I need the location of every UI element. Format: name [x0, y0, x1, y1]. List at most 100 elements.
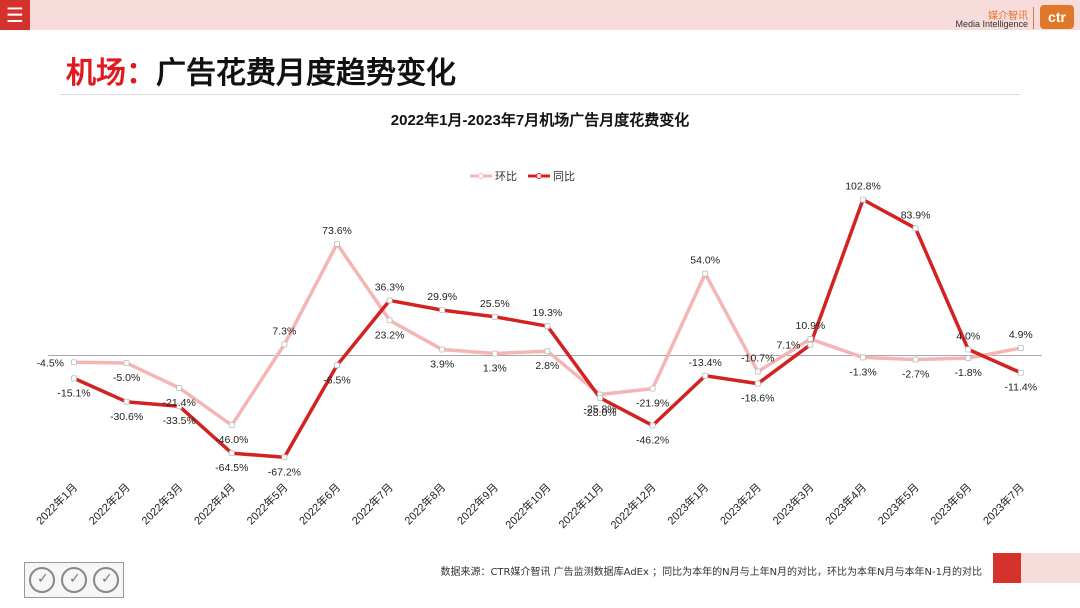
x-tick-label: 2023年6月: [927, 480, 974, 527]
x-tick-label: 2023年2月: [717, 480, 764, 527]
data-label-mom: 1.3%: [483, 362, 507, 374]
data-point-mom: [386, 317, 393, 324]
data-point-yoy: [912, 225, 919, 232]
footer-accent-pink: [1021, 553, 1080, 583]
data-label-yoy: 25.5%: [480, 298, 510, 310]
data-point-yoy: [228, 450, 235, 457]
data-point-yoy: [71, 375, 77, 382]
data-point-mom: [491, 350, 498, 357]
x-tick-label: 2022年4月: [191, 480, 238, 527]
data-label-mom: -46.0%: [215, 434, 248, 446]
data-point-yoy: [807, 341, 814, 348]
data-point-yoy: [123, 398, 130, 405]
data-label-mom: -21.4%: [163, 397, 196, 409]
data-point-yoy: [386, 297, 393, 304]
data-label-mom: -5.0%: [113, 372, 140, 384]
page-title-highlight: 机场：: [66, 56, 156, 91]
data-label-mom: -25.8%: [583, 404, 616, 416]
data-point-yoy: [1017, 369, 1024, 376]
data-label-yoy: -64.5%: [215, 462, 248, 474]
data-point-yoy: [860, 196, 866, 203]
x-tick-label: 2022年1月: [33, 480, 80, 527]
data-label-yoy: -15.1%: [57, 387, 90, 399]
sgs-seal-icon: [93, 567, 119, 593]
data-label-mom: -1.3%: [849, 366, 876, 378]
x-tick-label: 2022年6月: [296, 480, 343, 527]
data-point-yoy: [754, 380, 761, 387]
data-point-mom: [965, 355, 972, 362]
data-label-yoy: -67.2%: [268, 466, 301, 478]
logo-mark: ctr: [1040, 5, 1074, 29]
data-point-mom: [807, 336, 814, 342]
data-point-mom: [281, 341, 288, 348]
data-label-yoy: 102.8%: [845, 181, 881, 193]
x-tick-label: 2022年8月: [401, 480, 448, 527]
x-tick-label: 2023年4月: [822, 480, 869, 527]
data-label-mom: 54.0%: [690, 255, 720, 267]
page-title: 机场：广告花费月度趋势变化: [66, 48, 456, 92]
data-label-yoy: -18.6%: [741, 393, 774, 405]
x-tick-label: 2022年12月: [607, 480, 658, 531]
data-label-yoy: -11.4%: [1005, 382, 1038, 394]
footer-accent-red: [993, 553, 1021, 583]
x-tick-label: 2023年5月: [875, 480, 922, 527]
data-label-mom: 7.3%: [272, 325, 296, 337]
x-tick-label: 2022年7月: [349, 480, 396, 527]
x-tick-label: 2022年9月: [454, 480, 501, 527]
data-label-mom: 10.9%: [796, 320, 826, 332]
data-point-yoy: [281, 454, 288, 461]
data-point-mom: [649, 385, 656, 392]
x-tick-label: 2022年2月: [86, 480, 133, 527]
sgs-seal-icon: [61, 567, 87, 593]
logo-divider: [1033, 7, 1034, 29]
logo-chinese-text: 媒介智讯: [988, 11, 1028, 22]
legend-marker: [536, 173, 542, 179]
data-point-yoy: [176, 403, 183, 410]
data-point-yoy: [491, 313, 498, 320]
data-point-yoy: [334, 362, 340, 369]
data-label-yoy: -28.0%: [583, 407, 616, 419]
x-tick-label: 2023年1月: [664, 480, 711, 527]
data-point-mom: [860, 354, 866, 361]
x-tick-label: 2022年3月: [138, 480, 185, 527]
chart-title: 2022年1月-2023年7月机场广告月度花费变化: [391, 111, 689, 129]
data-point-mom: [334, 240, 340, 247]
source-note: 数据来源：CTR媒介智讯 广告监测数据库AdEx ；同比为本年的N月与上年N月的…: [440, 567, 982, 578]
x-tick-label: 2022年5月: [243, 480, 290, 527]
data-point-mom: [439, 346, 446, 353]
data-point-mom: [702, 270, 709, 277]
data-point-mom: [123, 360, 130, 366]
chart-legend: 环比 同比: [470, 170, 575, 183]
data-point-mom: [754, 368, 761, 375]
data-point-yoy: [702, 372, 709, 379]
series-line-mom: [72, 242, 1023, 427]
data-label-mom: 23.2%: [375, 329, 405, 341]
data-label-mom: 2.8%: [535, 360, 559, 372]
data-label-mom: -1.8%: [954, 367, 981, 379]
x-tick-label: 2023年3月: [769, 480, 816, 527]
x-tick-label: 2022年10月: [502, 480, 553, 531]
hamburger-icon[interactable]: ☰: [0, 0, 30, 30]
data-label-yoy: 4.0%: [956, 330, 980, 342]
data-label-yoy: -33.5%: [163, 415, 196, 427]
page-title-rest: 广告花费月度趋势变化: [156, 56, 456, 91]
data-point-yoy: [544, 323, 551, 330]
data-label-yoy: 7.1%: [776, 340, 800, 352]
sgs-seal-icon: [29, 567, 55, 593]
data-label-yoy: -30.6%: [110, 411, 143, 423]
data-label-mom: -21.9%: [636, 398, 669, 410]
data-point-mom: [544, 348, 551, 355]
data-point-mom: [71, 359, 77, 366]
data-point-yoy: [649, 422, 656, 429]
data-label-yoy: 29.9%: [427, 291, 457, 303]
x-tick-label: 2023年7月: [980, 480, 1027, 527]
data-label-mom: -4.5%: [37, 357, 64, 369]
top-bar: [0, 0, 1080, 30]
data-point-mom: [912, 356, 919, 363]
title-divider: [60, 94, 1020, 95]
data-label-mom: -2.7%: [902, 369, 929, 381]
data-label-yoy: -6.5%: [323, 374, 350, 386]
legend-label-mom: 环比: [495, 170, 517, 183]
data-label-mom: 3.9%: [430, 359, 454, 371]
